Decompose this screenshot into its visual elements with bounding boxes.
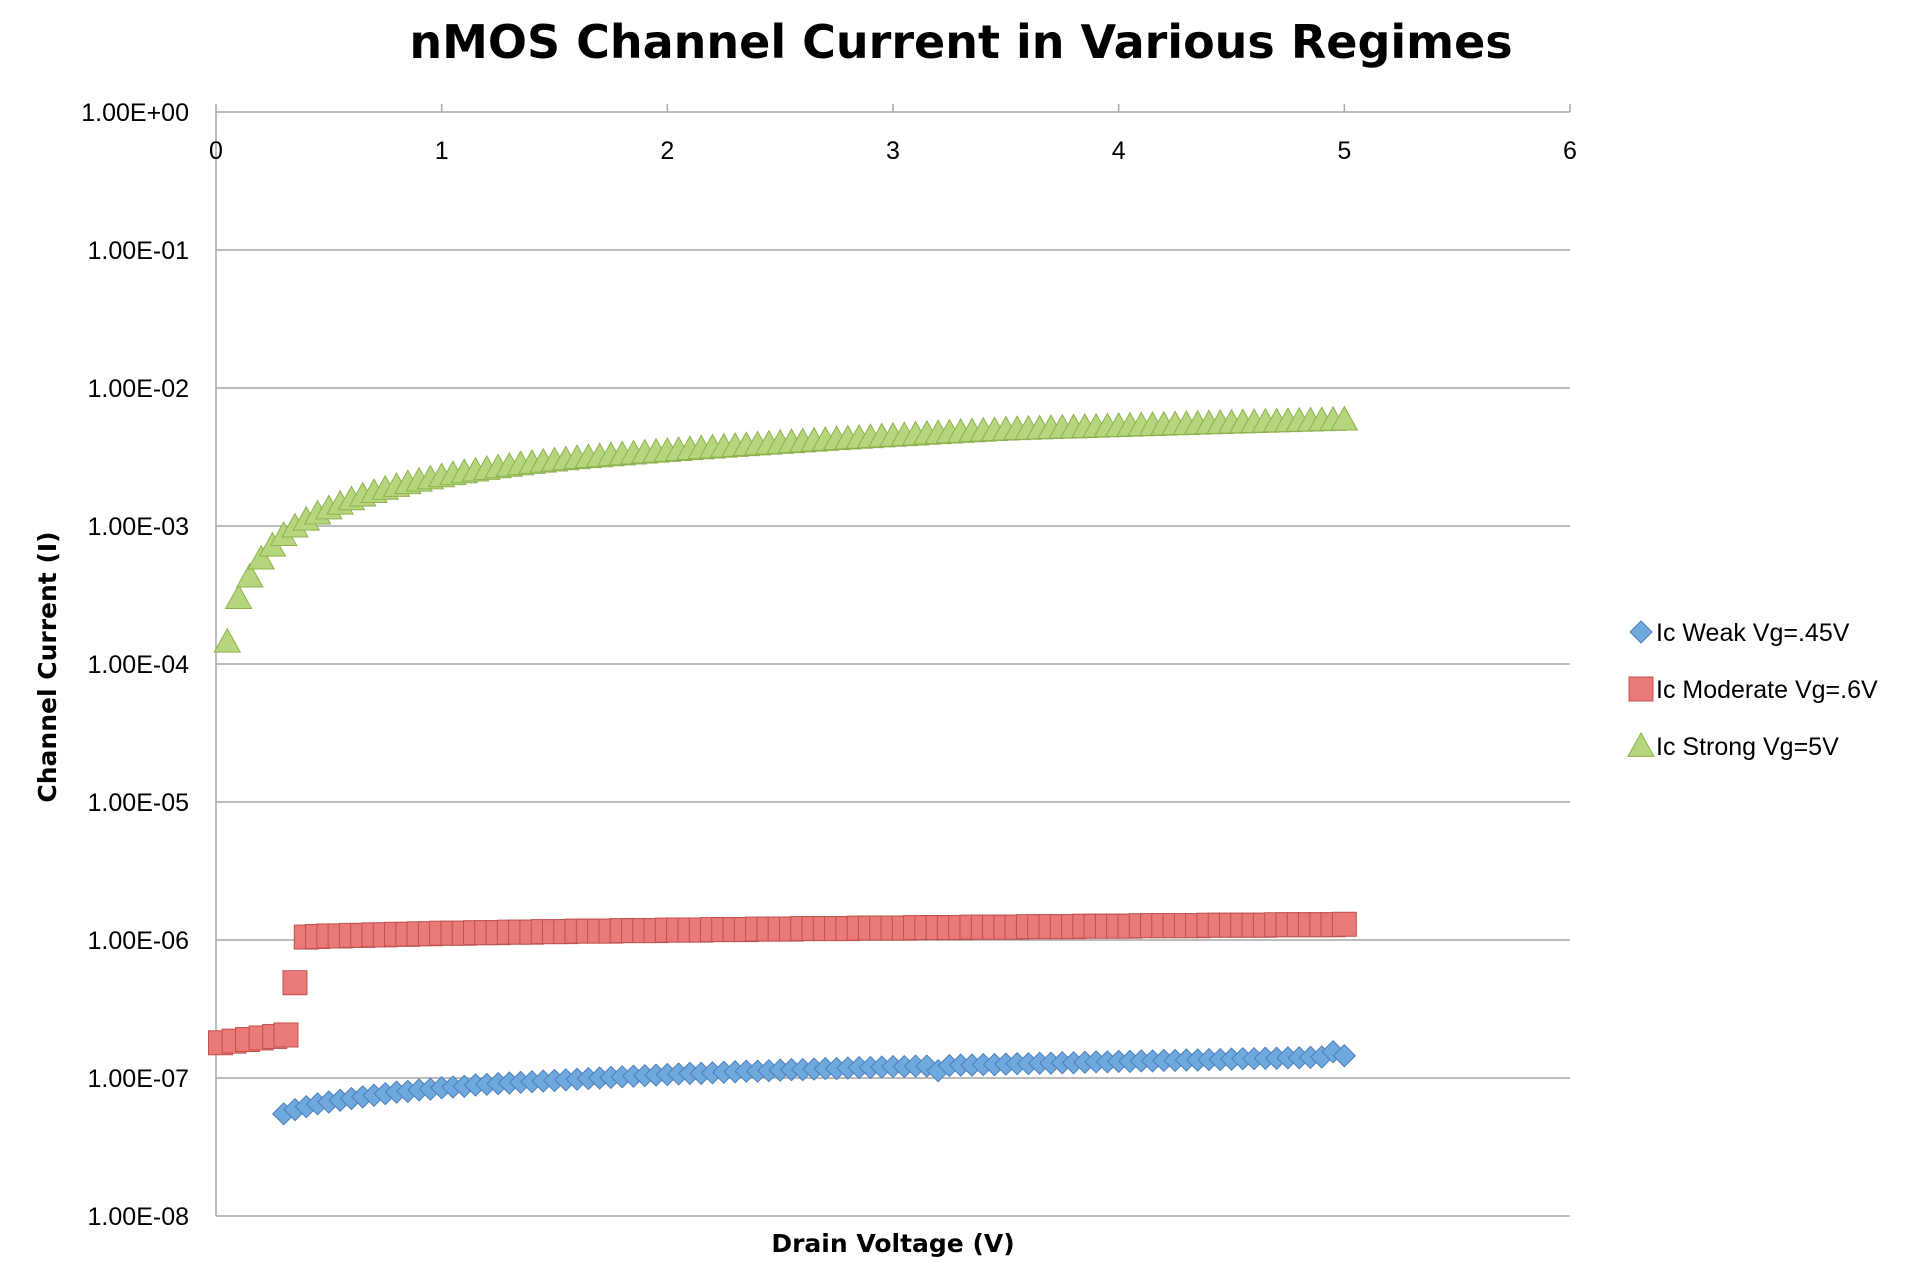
x-tick-label: 6 (1563, 137, 1577, 165)
triangle-marker (236, 562, 264, 588)
x-tick-label: 4 (1112, 137, 1126, 165)
y-tick-label: 1.00E-02 (88, 375, 189, 403)
legend-entry-label: Ic Strong Vg=5V (1656, 733, 1839, 761)
y-tick-label: 1.00E-08 (88, 1203, 189, 1231)
data-markers (208, 405, 1359, 1126)
legend-diamond-icon (1629, 620, 1653, 644)
x-tick-label: 5 (1337, 137, 1351, 165)
triangle-marker (224, 584, 253, 610)
triangle-marker (213, 627, 242, 653)
triangle-marker (1330, 405, 1359, 431)
legend-square-icon (1628, 676, 1654, 702)
chart-title: nMOS Channel Current in Various Regimes (409, 15, 1512, 69)
legend-triangle-icon (1627, 731, 1655, 757)
legend-entry-label: Ic Weak Vg=.45V (1656, 619, 1850, 647)
square-marker (273, 1022, 299, 1048)
legend-entry-label: Ic Moderate Vg=.6V (1656, 676, 1878, 704)
square-marker (282, 970, 308, 996)
x-tick-label: 2 (660, 137, 674, 165)
y-tick-labels: 1.00E+00 1.00E-01 1.00E-02 1.00E-03 1.00E-04… (81, 99, 189, 1231)
y-tick-label: 1.00E-04 (88, 651, 190, 679)
legend: Ic Weak Vg=.45V Ic Moderate Vg=.6V Ic Stro… (1627, 619, 1878, 761)
square-marker (1331, 911, 1357, 937)
x-axis-label: Drain Voltage (V) (771, 1229, 1014, 1258)
y-tick-label: 1.00E-03 (88, 513, 189, 541)
x-tick-labels: 0 1 2 3 4 5 6 (209, 137, 1577, 165)
diamond-marker (1332, 1044, 1357, 1068)
y-tick-label: 1.00E-06 (88, 927, 189, 955)
gridlines (215, 104, 1571, 1217)
x-tick-label: 0 (209, 137, 223, 165)
y-tick-label: 1.00E-05 (88, 789, 189, 817)
y-tick-label: 1.00E-07 (88, 1065, 189, 1093)
y-tick-label: 1.00E-01 (88, 237, 189, 265)
y-axis-label: Channel Current (I) (33, 531, 62, 802)
x-tick-label: 1 (435, 137, 449, 165)
y-tick-label: 1.00E+00 (81, 99, 189, 127)
x-tick-label: 3 (886, 137, 900, 165)
triangle-marker (247, 544, 275, 570)
